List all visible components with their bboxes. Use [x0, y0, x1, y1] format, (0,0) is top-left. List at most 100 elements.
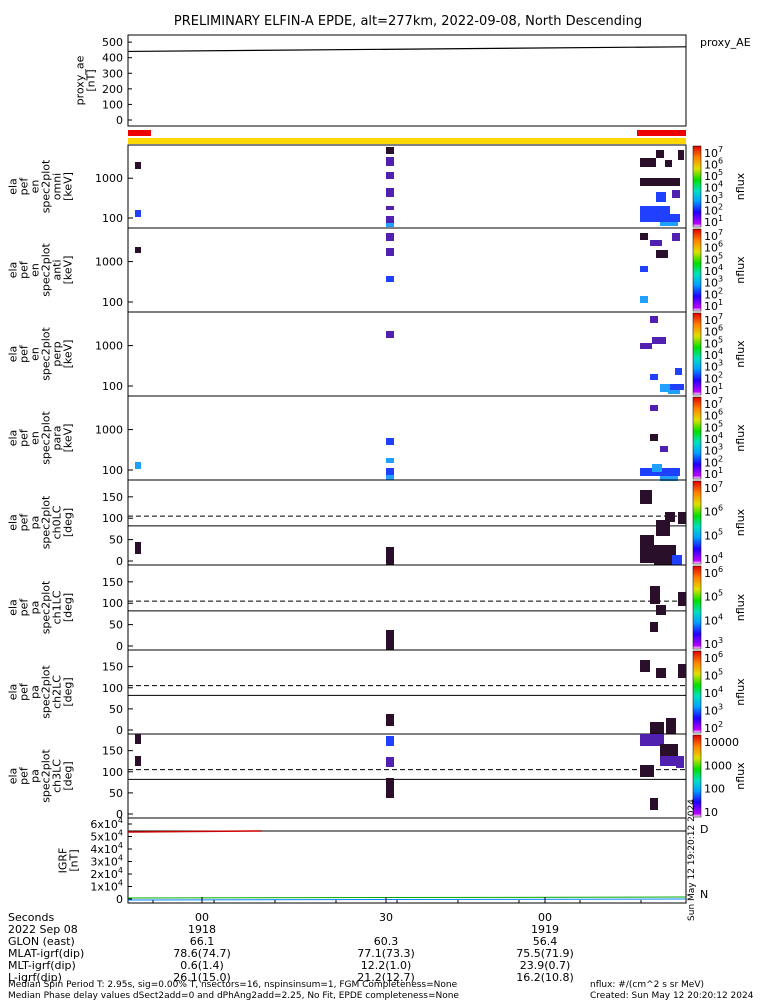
y-tick-label: 50 — [109, 703, 123, 716]
colorbar-tick-label: 102 — [704, 720, 723, 735]
y-tick-label: 2x104 — [90, 866, 123, 881]
colorbar-tick-label: 10 — [704, 806, 718, 819]
ylabel-line: spec2plot — [40, 665, 53, 719]
ylabel-line: [deg] — [62, 593, 75, 622]
colorbar-label-text: nflux — [734, 424, 747, 452]
colorbar-tick-label: 105 — [704, 419, 723, 434]
spectrogram-cell — [656, 520, 670, 536]
spectrogram-cell — [135, 210, 141, 217]
ylabel-line: pef — [18, 682, 31, 701]
colorbar-label: nflux — [734, 762, 747, 790]
spectrogram-cell — [640, 734, 664, 746]
colorbar-label-text: nflux — [734, 678, 747, 706]
time-row-value: 0.6(1.4) — [180, 959, 224, 972]
spectrogram-cell — [386, 233, 394, 241]
y-tick-label: 1000 — [95, 256, 123, 269]
colorbar-tick-label: 106 — [704, 504, 723, 519]
ylabel-line: ela — [7, 430, 20, 447]
colorbar-tick-label: 106 — [704, 240, 723, 255]
ylabel-line: pef — [18, 766, 31, 785]
spec-panel-frame — [127, 564, 687, 651]
colorbar-tick-label: 101 — [704, 382, 723, 397]
colorbar-tick-label: 107 — [704, 228, 723, 243]
ylabel-line: pef — [18, 344, 31, 363]
plot-layer: 5004003002001000proxy_ae[nT]proxy_AEelap… — [7, 34, 754, 1000]
spec-panel-frame — [127, 227, 687, 313]
spectrogram-cell — [668, 390, 680, 394]
y-tick-label: 50 — [109, 787, 123, 800]
status-bar-red-right — [637, 130, 686, 136]
ylabel-line: spec2plot — [40, 243, 53, 297]
colorbar-label-text: nflux — [734, 762, 747, 790]
spectrogram-cell — [640, 178, 680, 186]
ylabel-line: [deg] — [62, 508, 75, 537]
spectrogram-cell — [386, 714, 394, 726]
time-row-value: 77.1(73.3) — [357, 947, 415, 960]
spectrogram-cell — [640, 206, 670, 214]
ylabel-line: en — [29, 431, 42, 445]
ylabel-line: pa — [29, 601, 42, 615]
ylabel-line: ch0LC — [51, 505, 64, 539]
spectrogram-cell — [386, 438, 394, 445]
spectrogram-cell — [678, 664, 686, 678]
y-tick-label: 150 — [102, 491, 123, 504]
colorbar-tick-label: 104 — [704, 347, 723, 362]
colorbar-tick-label: 104 — [704, 431, 723, 446]
colorbar-tick-label: 106 — [704, 650, 723, 665]
spectrogram-cell — [678, 150, 684, 160]
spectrogram-cell — [652, 337, 666, 344]
spectrogram-cell — [660, 476, 678, 481]
spectrogram-cell — [386, 188, 394, 197]
spectrogram-cell — [135, 756, 141, 766]
colorbar-tick-label: 106 — [704, 408, 723, 423]
ylabel-line: ela — [7, 514, 20, 531]
colorbar-tick-label: 1000 — [704, 759, 732, 772]
proxy-ae-line — [127, 46, 687, 53]
colorbar-tick-label: 105 — [704, 335, 723, 350]
spectrogram-cell — [676, 756, 684, 768]
spectrogram-cell — [386, 157, 394, 166]
time-row-label: MLAT-igrf(dip) — [8, 947, 84, 960]
colorbar-frame — [692, 312, 702, 396]
ylabel-line: pa — [29, 769, 42, 783]
ylabel-line: ch3LC — [51, 759, 64, 793]
igrf-panel-frame — [127, 817, 687, 904]
spectrogram-cell — [386, 468, 394, 475]
spectrogram-cell — [640, 765, 654, 777]
colorbar-tick-label: 104 — [704, 263, 723, 278]
spectrogram-cell — [650, 405, 658, 411]
spectrogram-cell — [672, 233, 680, 241]
ylabel-line: spec2plot — [40, 495, 53, 549]
colorbar-label: nflux — [734, 340, 747, 368]
time-row-value: 12.2(1.0) — [361, 959, 412, 972]
spectrogram-cell — [660, 384, 670, 392]
colorbar-tick-label: 105 — [704, 168, 723, 183]
colorbar — [693, 735, 701, 817]
igrf-z-line — [127, 898, 687, 901]
spectrogram-cell — [650, 622, 658, 632]
spec-panel-frame — [127, 311, 687, 397]
colorbar-tick-label: 103 — [704, 275, 723, 290]
top-panel-ylabel: proxy_ae[nT] — [74, 55, 98, 105]
y-tick-label: 200 — [102, 83, 123, 96]
igrf-stamp: Sun May 12 19:20:12 2024 — [687, 799, 697, 921]
colorbar-tick-label: 101 — [704, 466, 723, 481]
time-row-label: Seconds — [8, 911, 54, 924]
colorbar-tick-label: 107 — [704, 396, 723, 411]
colorbar-tick-label: 104 — [704, 180, 723, 195]
spectrogram-cell — [640, 343, 652, 349]
spec-panel-frame — [127, 733, 687, 819]
colorbar-tick-label: 10000 — [704, 736, 739, 749]
status-bar-red-left — [128, 130, 151, 136]
y-tick-label: 50 — [109, 619, 123, 632]
ylabel-line: spec2plot — [40, 159, 53, 213]
ylabel-line: ela — [7, 684, 20, 701]
colorbar-tick-label: 105 — [704, 668, 723, 683]
spectrogram-cell — [665, 160, 672, 167]
ylabel-line: [deg] — [62, 677, 75, 706]
colorbar-tick-label: 104 — [704, 612, 723, 627]
spectrogram-cell — [386, 547, 394, 565]
figure-title: PRELIMINARY ELFIN-A EPDE, alt=277km, 202… — [174, 14, 642, 29]
ylabel-line: ela — [7, 178, 20, 195]
